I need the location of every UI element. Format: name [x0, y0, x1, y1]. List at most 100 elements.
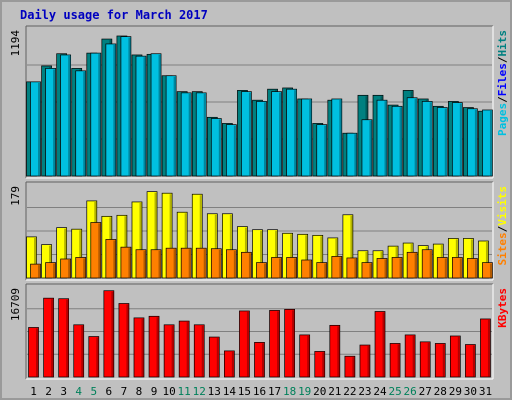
day-label-11: 11 — [178, 385, 191, 398]
bar-visits-sites-day-7 — [120, 246, 132, 279]
bar-kbytes-kbytes-day-8 — [133, 317, 145, 378]
bar-hits-files-day-26 — [406, 97, 418, 177]
bar-shade — [53, 69, 56, 176]
bar-kbytes-kbytes-day-12 — [193, 324, 205, 378]
bar-shade — [384, 101, 387, 176]
bar-shade — [459, 258, 462, 278]
bar-kbytes-kbytes-day-1 — [28, 327, 39, 378]
bar-kbytes-kbytes-day-28 — [434, 343, 446, 378]
day-label-23: 23 — [358, 385, 371, 398]
bar-shade — [324, 125, 327, 176]
bar-shade — [414, 253, 417, 278]
bar-hits-files-day-29 — [451, 102, 463, 177]
bar-hits-files-day-6 — [105, 43, 117, 177]
bar-shade — [384, 259, 387, 278]
bar-visits-sites-day-28 — [436, 257, 448, 279]
bar-shade — [324, 263, 327, 278]
bar-shade — [233, 125, 236, 176]
bar-shade — [143, 57, 146, 176]
bar-shade — [203, 249, 206, 278]
bar-shade — [369, 263, 372, 278]
bar-visits-sites-day-15 — [241, 251, 252, 279]
bar-shade — [444, 108, 447, 176]
bar-visits-sites-day-13 — [210, 248, 222, 279]
day-label-17: 17 — [268, 385, 281, 398]
bar-shade — [34, 237, 37, 278]
bar-visits-sites-day-21 — [331, 256, 343, 279]
bar-visits-sites-day-16 — [256, 262, 267, 279]
day-label-18: 18 — [283, 385, 296, 398]
bar-kbytes-kbytes-day-30 — [465, 344, 476, 378]
bar-shade — [350, 215, 353, 278]
bar-shade — [173, 76, 176, 176]
legend-item-pages: Pages — [496, 103, 509, 136]
bar-hits-files-day-30 — [467, 108, 478, 177]
bar-visits-sites-day-8 — [135, 249, 147, 279]
bar-shade — [64, 228, 67, 278]
bar-visits-sites-day-30 — [467, 258, 478, 279]
bar-hits-files-day-10 — [165, 75, 177, 177]
day-label-28: 28 — [434, 385, 447, 398]
bar-shade — [320, 236, 323, 278]
bar-shade — [457, 336, 460, 377]
bar-shade — [156, 317, 159, 377]
bar-hits-files-day-7 — [120, 36, 132, 177]
bar-shade — [352, 357, 355, 377]
bar-kbytes-kbytes-day-21 — [329, 324, 341, 378]
bar-shade — [309, 261, 312, 278]
bar-hits-files-day-18 — [286, 88, 297, 177]
bar-shade — [141, 318, 144, 377]
bar-shade — [369, 120, 372, 176]
day-label-21: 21 — [328, 385, 341, 398]
bar-kbytes-kbytes-day-15 — [239, 310, 250, 378]
bar-hits-files-day-21 — [331, 98, 343, 177]
bar-shade — [38, 265, 41, 278]
bar-hits-files-day-24 — [376, 99, 388, 177]
bar-shade — [128, 37, 131, 176]
bar-kbytes-kbytes-day-22 — [344, 355, 356, 378]
bar-kbytes-kbytes-day-27 — [419, 341, 431, 378]
bar-shade — [444, 258, 447, 278]
day-label-26: 26 — [404, 385, 417, 398]
bar-visits-sites-day-29 — [451, 257, 463, 279]
bar-shade — [294, 258, 297, 278]
bar-kbytes-kbytes-day-6 — [103, 290, 115, 378]
day-label-25: 25 — [388, 385, 401, 398]
bar-shade — [277, 311, 280, 377]
bar-shade — [96, 337, 99, 377]
bar-shade — [264, 263, 266, 278]
bar-shade — [201, 325, 204, 377]
bar-hits-files-day-2 — [45, 68, 56, 177]
bar-shade — [382, 312, 385, 377]
bar-shade — [184, 213, 187, 278]
bar-shade — [214, 214, 217, 278]
bar-shade — [429, 102, 432, 176]
bar-hits-files-day-16 — [256, 101, 267, 177]
bar-shade — [79, 230, 82, 278]
bar-shade — [487, 319, 490, 377]
bar-shade — [173, 249, 176, 278]
bar-hits-files-day-8 — [135, 55, 147, 177]
bar-visits-sites-day-4 — [75, 257, 87, 279]
bar-shade — [292, 310, 295, 377]
day-label-4: 4 — [75, 385, 82, 398]
bar-visits-sites-day-20 — [316, 262, 328, 279]
bar-shade — [171, 325, 174, 377]
bar-visits-sites-day-23 — [361, 262, 373, 279]
legend-text: Pages/Files/Hits — [496, 30, 509, 136]
bar-kbytes-kbytes-day-7 — [118, 303, 130, 378]
bar-hits-files-day-19 — [301, 98, 313, 177]
bar-shade — [429, 250, 432, 278]
legend-kbytes: KBytes — [496, 288, 509, 328]
bar-hits-files-day-22 — [346, 132, 358, 177]
bar-shade — [231, 351, 234, 377]
bar-hits-files-day-27 — [421, 101, 433, 177]
bar-kbytes-kbytes-day-10 — [163, 324, 175, 378]
day-label-10: 10 — [162, 385, 175, 398]
bar-kbytes-kbytes-day-25 — [389, 343, 401, 378]
legend-visits: Sites/Visits — [496, 186, 509, 266]
bar-shade — [154, 192, 157, 278]
legend-item-hits: Hits — [496, 30, 509, 57]
bar-kbytes-kbytes-day-20 — [314, 351, 326, 378]
